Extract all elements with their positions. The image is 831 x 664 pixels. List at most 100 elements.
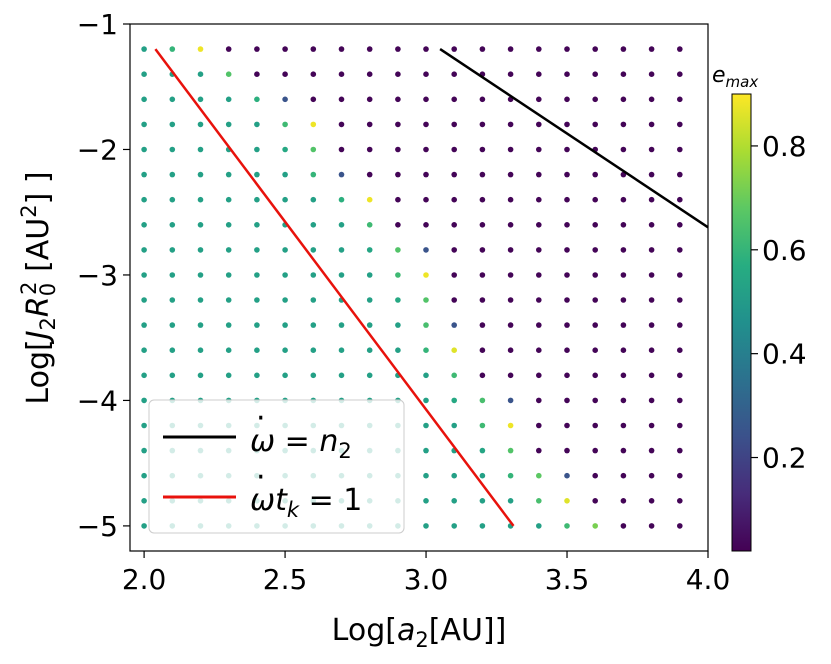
scatter-point <box>310 322 317 328</box>
scatter-point <box>564 46 570 52</box>
scatter-point <box>338 121 345 128</box>
legend-label-omega-tk: ωtk = 1 <box>250 483 362 522</box>
scatter-point <box>677 397 683 404</box>
scatter-point <box>310 196 317 203</box>
scatter-point <box>536 523 542 529</box>
scatter-point <box>536 498 542 504</box>
scatter-point <box>423 196 429 203</box>
scatter-point <box>507 347 514 354</box>
scatter-point <box>479 146 486 153</box>
scatter-point <box>677 447 683 454</box>
scatter-point <box>254 347 260 354</box>
scatter-point <box>282 96 288 103</box>
scatter-point <box>338 222 345 228</box>
scatter-point <box>592 96 598 103</box>
scatter-point <box>620 121 627 128</box>
scatter-point <box>169 171 176 178</box>
scatter-point <box>620 372 627 379</box>
scatter-point <box>395 322 401 328</box>
colorbar-tick-label: 0.6 <box>762 234 807 267</box>
model-line-1 <box>154 48 515 527</box>
scatter-point <box>141 96 147 103</box>
scatter-point <box>310 71 317 77</box>
x-tick-label: 2.5 <box>263 563 308 596</box>
scatter-point <box>620 447 627 454</box>
scatter-point <box>197 121 204 128</box>
scatter-point <box>197 222 204 228</box>
scatter-point <box>282 322 288 328</box>
colorbar-ticks: 0.2 0.4 0.6 0.8 <box>751 130 807 475</box>
y-axis-ticks: −1 −2 −3 −4 −5 <box>77 8 130 543</box>
scatter-point <box>620 397 627 404</box>
scatter-point <box>536 171 542 178</box>
scatter-point <box>169 46 176 52</box>
scatter-point <box>564 472 570 479</box>
scatter-point <box>141 472 147 479</box>
scatter-point <box>169 222 176 228</box>
scatter-point <box>648 322 655 328</box>
scatter-point <box>197 347 204 354</box>
scatter-point <box>197 46 204 52</box>
scatter-point <box>677 347 683 354</box>
scatter-point <box>479 297 486 303</box>
scatter-point <box>507 171 514 178</box>
scatter-point <box>197 146 204 153</box>
scatter-point <box>592 272 598 278</box>
scatter-point <box>620 146 627 153</box>
scatter-point <box>366 347 373 354</box>
scatter-point <box>423 71 429 77</box>
scatter-point <box>451 422 458 429</box>
scatter-point <box>451 372 458 379</box>
scatter-point <box>423 121 429 128</box>
scatter-point <box>395 222 401 228</box>
scatter-point <box>395 71 401 77</box>
scatter-point <box>254 247 260 253</box>
scatter-point <box>338 71 345 77</box>
scatter-point <box>282 272 288 278</box>
scatter-point <box>507 322 514 328</box>
scatter-point <box>451 297 458 303</box>
scatter-point <box>648 247 655 253</box>
scatter-point <box>423 397 429 404</box>
scatter-point <box>536 146 542 153</box>
scatter-point <box>592 222 598 228</box>
scatter-point <box>141 347 147 354</box>
scatter-point <box>141 171 147 178</box>
scatter-point <box>254 272 260 278</box>
scatter-point <box>648 297 655 303</box>
scatter-point <box>366 146 373 153</box>
scatter-point <box>366 322 373 328</box>
scatter-point <box>620 523 627 529</box>
scatter-point <box>141 196 147 203</box>
scatter-point <box>451 146 458 153</box>
scatter-point <box>254 196 260 203</box>
scatter-point <box>592 472 598 479</box>
scatter-point <box>536 222 542 228</box>
scatter-point <box>197 171 204 178</box>
scatter-point <box>620 272 627 278</box>
scatter-point <box>479 498 486 504</box>
scatter-point <box>310 272 317 278</box>
scatter-point <box>423 247 429 253</box>
scatter-point <box>479 372 486 379</box>
scatter-point <box>507 121 514 128</box>
scatter-point <box>282 247 288 253</box>
scatter-point <box>141 46 147 52</box>
scatter-point <box>141 372 147 379</box>
scatter-point <box>592 196 598 203</box>
scatter-point <box>536 46 542 52</box>
scatter-point <box>282 71 288 77</box>
scatter-point <box>141 272 147 278</box>
scatter-point <box>536 447 542 454</box>
scatter-point <box>282 297 288 303</box>
scatter-point <box>225 46 232 52</box>
scatter-point <box>141 222 147 228</box>
scatter-point <box>423 372 429 379</box>
scatter-point <box>479 96 486 103</box>
scatter-point <box>479 46 486 52</box>
scatter-point <box>366 171 373 178</box>
scatter-point <box>423 447 429 454</box>
scatter-point <box>197 297 204 303</box>
scatter-point <box>677 96 683 103</box>
scatter-point <box>564 96 570 103</box>
